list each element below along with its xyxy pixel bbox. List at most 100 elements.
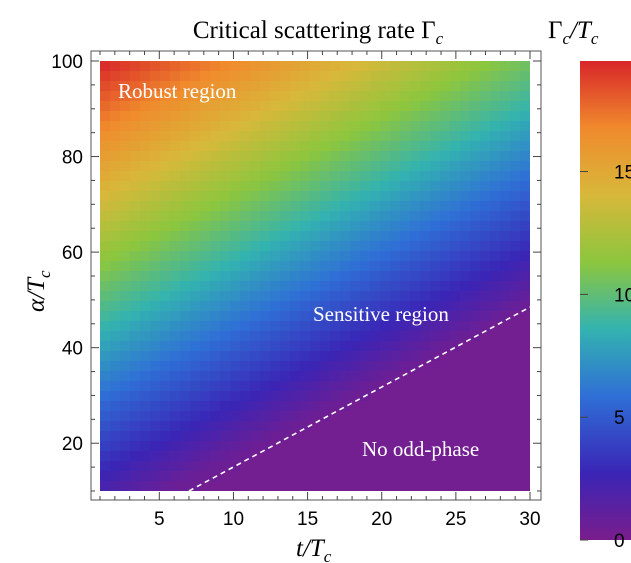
heatmap-cell bbox=[490, 121, 501, 132]
heatmap-cell bbox=[150, 461, 161, 472]
heatmap-cell bbox=[180, 171, 191, 182]
heatmap-cell bbox=[310, 351, 321, 362]
heatmap-cell bbox=[330, 241, 341, 252]
heatmap-cell bbox=[440, 371, 451, 382]
heatmap-cell bbox=[250, 321, 261, 332]
heatmap-cell bbox=[340, 271, 351, 282]
heatmap-cell bbox=[410, 251, 421, 262]
heatmap-cell bbox=[440, 281, 451, 292]
heatmap-cell bbox=[220, 471, 231, 482]
heatmap-cell bbox=[460, 191, 471, 202]
heatmap-cell bbox=[270, 361, 281, 372]
heatmap-cell bbox=[250, 161, 261, 172]
heatmap-cell bbox=[180, 431, 191, 442]
heatmap-cell bbox=[450, 271, 461, 282]
heatmap-cell bbox=[400, 461, 411, 472]
heatmap-cell bbox=[450, 241, 461, 252]
heatmap-cell bbox=[170, 271, 181, 282]
heatmap-cell bbox=[250, 421, 261, 432]
heatmap-cell bbox=[110, 261, 121, 272]
heatmap-cell bbox=[230, 461, 241, 472]
heatmap-cell bbox=[430, 391, 441, 402]
heatmap-cell bbox=[150, 121, 161, 132]
heatmap-cell bbox=[410, 81, 421, 92]
heatmap-cell bbox=[310, 81, 321, 92]
heatmap-cell bbox=[110, 241, 121, 252]
heatmap-cell bbox=[420, 131, 431, 142]
heatmap-cell bbox=[310, 471, 321, 482]
heatmap-cell bbox=[170, 351, 181, 362]
heatmap-cell bbox=[350, 271, 361, 282]
heatmap-cell bbox=[470, 101, 481, 112]
heatmap-cell bbox=[310, 171, 321, 182]
heatmap-cell bbox=[400, 91, 411, 102]
heatmap-cell bbox=[280, 181, 291, 192]
heatmap-cell bbox=[510, 371, 521, 382]
heatmap-cell bbox=[420, 431, 431, 442]
heatmap-cell bbox=[400, 121, 411, 132]
heatmap-cell bbox=[250, 81, 261, 92]
heatmap-cell bbox=[290, 111, 301, 122]
heatmap-cell bbox=[220, 141, 231, 152]
heatmap-cell bbox=[160, 421, 171, 432]
heatmap-cell bbox=[160, 301, 171, 312]
heatmap-cell bbox=[120, 251, 131, 262]
heatmap-cell bbox=[430, 431, 441, 442]
heatmap-cell bbox=[290, 441, 301, 452]
heatmap-cell bbox=[190, 231, 201, 242]
heatmap-cell bbox=[450, 451, 461, 462]
heatmap-cell bbox=[200, 311, 211, 322]
heatmap-cell bbox=[250, 471, 261, 482]
heatmap-cell bbox=[460, 161, 471, 172]
heatmap-cell bbox=[280, 71, 291, 82]
heatmap-cell bbox=[170, 341, 181, 352]
heatmap-cell bbox=[350, 421, 361, 432]
heatmap-cell bbox=[330, 91, 341, 102]
heatmap-cell bbox=[460, 481, 471, 491]
heatmap-cell bbox=[250, 391, 261, 402]
heatmap-cell bbox=[260, 331, 271, 342]
colorbar bbox=[580, 61, 631, 540]
heatmap-cell bbox=[390, 161, 401, 172]
heatmap-cell bbox=[420, 81, 431, 92]
heatmap-cell bbox=[400, 151, 411, 162]
heatmap-cell bbox=[440, 201, 451, 212]
heatmap-cell bbox=[490, 201, 501, 212]
heatmap-cell bbox=[320, 281, 331, 292]
heatmap-cell bbox=[140, 171, 151, 182]
heatmap-cell bbox=[160, 311, 171, 322]
heatmap-cell bbox=[160, 461, 171, 472]
heatmap-cell bbox=[180, 121, 191, 132]
heatmap-cell bbox=[470, 291, 481, 302]
heatmap-cell bbox=[520, 251, 530, 262]
heatmap-cell bbox=[320, 421, 331, 432]
heatmap-cell bbox=[190, 321, 201, 332]
heatmap-cell bbox=[480, 61, 491, 72]
heatmap-cell bbox=[500, 321, 511, 332]
heatmap-cell bbox=[230, 351, 241, 362]
heatmap-cell bbox=[200, 121, 211, 132]
heatmap-cell bbox=[290, 381, 301, 392]
heatmap-cell bbox=[510, 241, 521, 252]
heatmap-cell bbox=[470, 241, 481, 252]
heatmap-cell bbox=[460, 211, 471, 222]
heatmap-cell bbox=[440, 91, 451, 102]
heatmap-cell bbox=[210, 71, 221, 82]
heatmap-cell bbox=[370, 401, 381, 412]
heatmap-cell bbox=[390, 301, 401, 312]
heatmap-cell bbox=[360, 381, 371, 392]
heatmap-cell bbox=[220, 341, 231, 352]
heatmap-cell bbox=[470, 381, 481, 392]
heatmap-cell bbox=[120, 271, 131, 282]
heatmap-cell bbox=[150, 81, 161, 92]
heatmap-cell bbox=[100, 61, 111, 72]
heatmap-cell bbox=[350, 281, 361, 292]
heatmap-cell bbox=[170, 141, 181, 152]
heatmap-cell bbox=[430, 61, 441, 72]
heatmap-cell bbox=[330, 251, 341, 262]
heatmap-cell bbox=[410, 231, 421, 242]
heatmap-cell bbox=[100, 341, 111, 352]
heatmap-cell bbox=[380, 221, 391, 232]
heatmap-cell bbox=[100, 461, 111, 472]
heatmap-cell bbox=[170, 181, 181, 192]
